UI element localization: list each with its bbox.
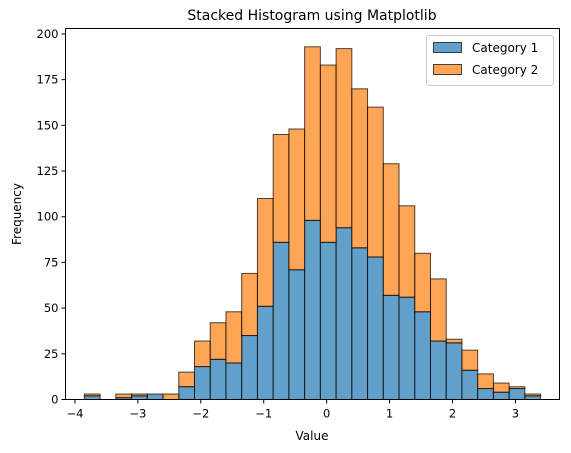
- y-axis-label: Frequency: [10, 183, 24, 245]
- bar-series1-bin-3: [131, 395, 148, 400]
- bar-series1-bin-8: [209, 358, 227, 401]
- x-tick-label: 0: [323, 407, 330, 421]
- bar-series1-bin-21: [414, 311, 431, 400]
- bar-series2-bin-3: [131, 393, 148, 397]
- bar-series2-bin-7: [194, 340, 211, 368]
- bar-series1-bin-23: [445, 342, 463, 400]
- x-tick-label: 1: [386, 407, 393, 421]
- bar-series1-bin-17: [351, 247, 369, 400]
- legend-swatch-category-2: [433, 64, 462, 75]
- bar-series1-bin-20: [398, 296, 416, 400]
- bar-series2-bin-13: [288, 128, 306, 271]
- bar-series1-bin-27: [508, 388, 526, 400]
- bar-series1-bin-4: [146, 393, 164, 400]
- x-tick-label: 2: [449, 407, 456, 421]
- bar-series2-bin-28: [524, 393, 542, 397]
- bar-series1-bin-6: [178, 386, 196, 400]
- y-tick-label: 50: [44, 301, 59, 315]
- bar-series2-bin-2: [115, 393, 133, 399]
- bar-series2-bin-6: [178, 371, 196, 388]
- bar-series2-bin-22: [429, 278, 447, 342]
- y-tick-label: 200: [37, 27, 59, 41]
- x-tick-label: −4: [66, 407, 83, 421]
- y-tick-label: 175: [37, 73, 59, 87]
- y-tick-label: 100: [37, 210, 59, 224]
- bar-series1-bin-19: [382, 294, 400, 400]
- bar-series2-bin-26: [492, 382, 510, 393]
- bar-series2-bin-8: [209, 322, 227, 360]
- bar-series1-bin-7: [194, 366, 211, 401]
- bar-series2-bin-27: [508, 386, 526, 390]
- bar-series2-bin-12: [272, 134, 290, 243]
- legend-label-category-1: Category 1: [472, 41, 538, 55]
- bar-series2-bin-23: [445, 338, 463, 344]
- y-tick-label: 125: [37, 164, 59, 178]
- bar-series2-bin-17: [351, 88, 369, 249]
- x-axis-ticks: −4 −3 −2 −1 0 1 2 3: [66, 399, 519, 421]
- bar-series1-bin-14: [304, 219, 321, 400]
- bar-series1-bin-28: [524, 395, 542, 400]
- bar-series1-bin-26: [492, 391, 510, 401]
- legend-swatch-category-1: [433, 42, 462, 53]
- bar-series1-bin-25: [477, 388, 494, 400]
- chart-title: Stacked Histogram using Matplotlib: [187, 8, 436, 24]
- bar-series2-bin-19: [382, 163, 400, 296]
- bar-series2-bin-20: [398, 205, 416, 298]
- y-tick-label: 0: [51, 393, 58, 407]
- x-tick-label: −1: [255, 407, 272, 421]
- bar-series2-bin-9: [225, 311, 243, 364]
- bar-series2-bin-14: [304, 46, 321, 221]
- bar-series1-bin-11: [256, 305, 274, 401]
- bar-series2-bin-25: [477, 373, 494, 390]
- y-tick-label: 150: [37, 118, 59, 132]
- bar-series2-bin-0: [83, 393, 101, 397]
- x-axis-label: Value: [296, 429, 329, 443]
- bar-series1-bin-16: [335, 227, 353, 400]
- bar-series1-bin-10: [241, 335, 258, 400]
- y-tick-label: 75: [44, 255, 59, 269]
- bar-series1-bin-12: [272, 241, 290, 400]
- bar-series2-bin-24: [461, 349, 479, 371]
- legend-label-category-2: Category 2: [472, 63, 538, 77]
- y-tick-label: 25: [44, 347, 59, 361]
- bar-series2-bin-10: [241, 272, 258, 337]
- bar-series1-bin-24: [461, 369, 479, 401]
- bars-group: [83, 46, 542, 401]
- bar-series1-bin-0: [83, 395, 101, 400]
- bar-series1-bin-9: [225, 362, 243, 401]
- bar-series1-bin-22: [429, 340, 447, 400]
- x-tick-label: −3: [129, 407, 146, 421]
- legend: Category 1 Category 2: [426, 35, 554, 86]
- bar-series2-bin-5: [162, 393, 180, 400]
- axes-frame: [65, 28, 560, 400]
- bar-series2-bin-15: [319, 64, 337, 243]
- bar-series1-bin-13: [288, 269, 306, 400]
- bar-series1-bin-18: [367, 256, 384, 401]
- bar-series2-bin-11: [256, 197, 274, 307]
- bar-series2-bin-21: [414, 252, 431, 313]
- bar-series1-bin-15: [319, 241, 337, 400]
- bar-series2-bin-16: [335, 48, 353, 229]
- bar-series2-bin-18: [367, 106, 384, 258]
- y-axis-ticks: 0 25 50 75 100 125 150 175 200: [37, 27, 66, 407]
- x-tick-label: −2: [192, 407, 209, 421]
- x-tick-label: 3: [512, 407, 519, 421]
